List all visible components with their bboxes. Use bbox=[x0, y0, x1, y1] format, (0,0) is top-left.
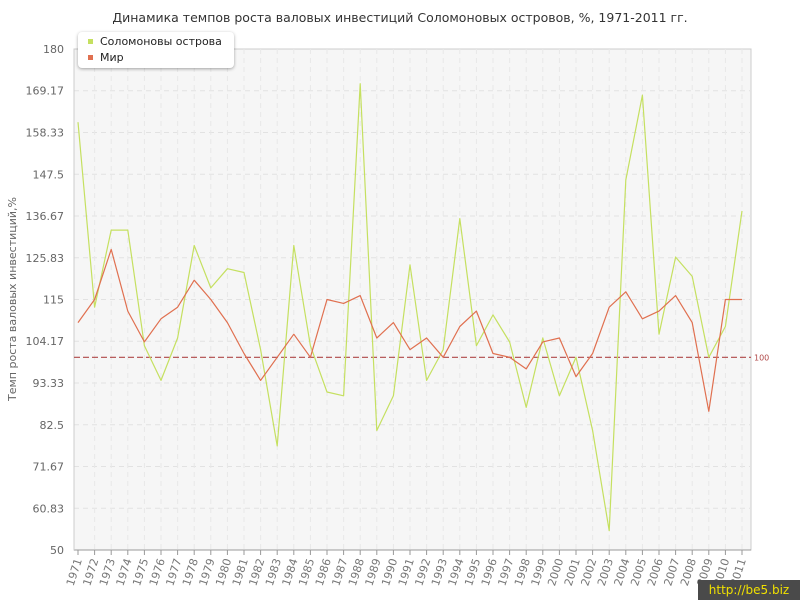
y-tick-label: 158.33 bbox=[26, 127, 65, 140]
legend-item-solomon[interactable]: Соломоновы острова bbox=[88, 35, 222, 49]
series-line-solomon[interactable] bbox=[77, 83, 743, 532]
legend[interactable]: Соломоновы острова Мир bbox=[78, 32, 234, 68]
y-tick-label: 82.5 bbox=[40, 419, 65, 432]
grid-layer bbox=[74, 49, 751, 550]
legend-swatch-solomon bbox=[88, 38, 93, 44]
y-tick-labels: 50 60.83 71.67 82.5 93.33 104.17 115 125.83 136.… bbox=[26, 43, 65, 557]
reference-line-layer: 100 bbox=[74, 353, 769, 362]
y-tick-label: 60.83 bbox=[33, 502, 65, 515]
series-layer bbox=[77, 83, 743, 532]
axis-layer bbox=[73, 49, 751, 555]
y-tick-label: 147.5 bbox=[33, 168, 65, 181]
y-tick-label: 125.83 bbox=[26, 252, 65, 265]
legend-item-world[interactable]: Мир bbox=[88, 51, 124, 65]
legend-swatch-world bbox=[88, 54, 93, 60]
y-tick-label: 136.67 bbox=[26, 210, 65, 223]
legend-label-world: Мир bbox=[100, 51, 124, 64]
series-line-world[interactable] bbox=[77, 248, 742, 412]
reference-line-label: 100 bbox=[754, 353, 769, 362]
chart-title: Динамика темпов роста валовых инвестиций… bbox=[112, 10, 688, 25]
y-tick-label: 115 bbox=[43, 294, 64, 307]
y-tick-label: 50 bbox=[50, 544, 64, 557]
y-tick-label: 180 bbox=[43, 43, 64, 56]
y-tick-label: 71.67 bbox=[33, 460, 65, 473]
watermark-link[interactable]: http://be5.biz bbox=[698, 580, 800, 600]
y-tick-label: 169.17 bbox=[26, 85, 65, 98]
x-tick-labels: 1971197219731974197519761977197819791980… bbox=[64, 557, 749, 588]
legend-label-solomon: Соломоновы острова bbox=[100, 35, 222, 48]
y-axis-label: Темп роста валовых инвестиций,% bbox=[6, 197, 19, 402]
y-tick-label: 104.17 bbox=[26, 335, 65, 348]
y-tick-label: 93.33 bbox=[33, 377, 65, 390]
